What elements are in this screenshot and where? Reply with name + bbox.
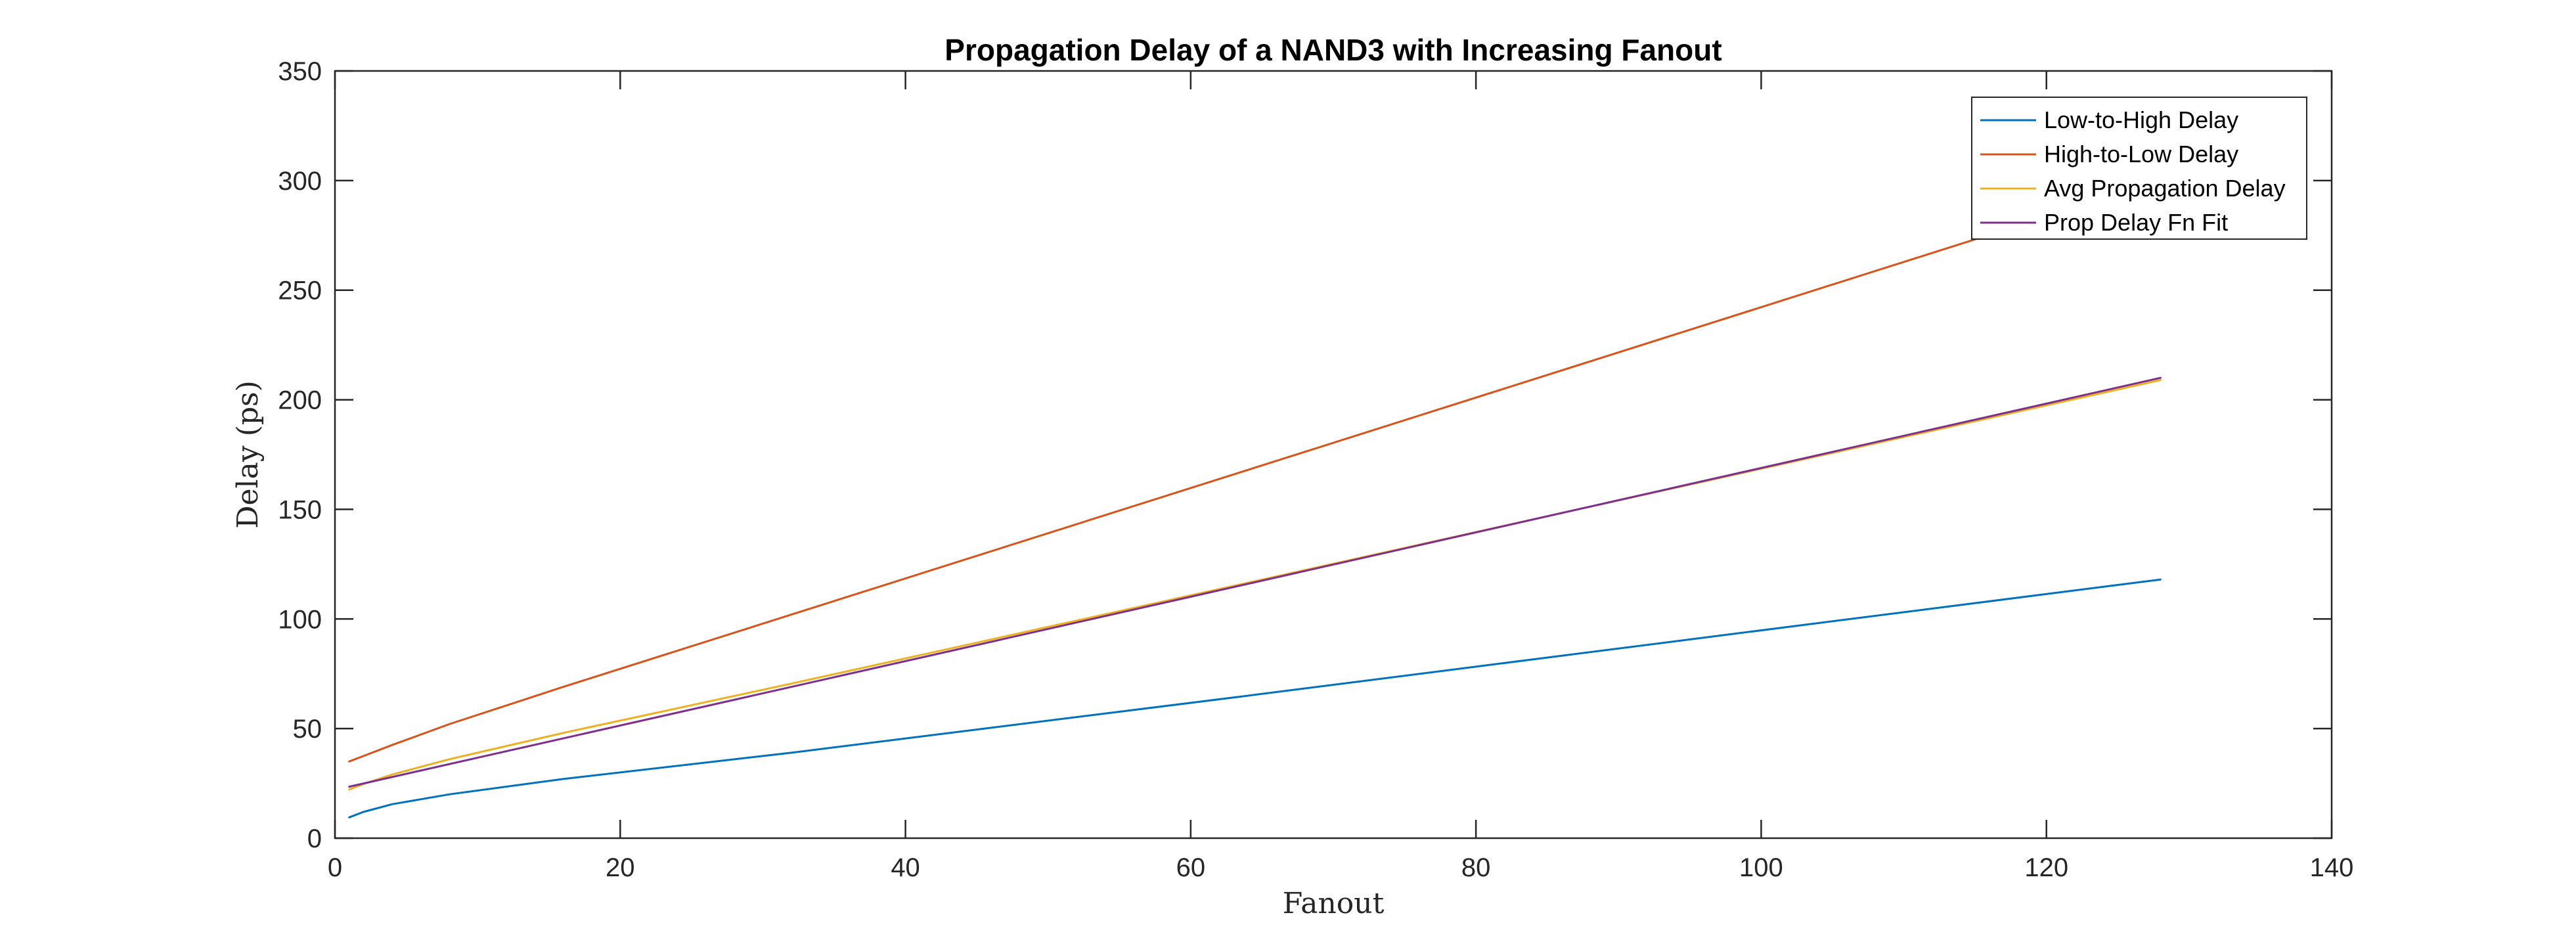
x-tick-label: 120 (2024, 853, 2068, 882)
x-tick-label: 100 (1739, 853, 1783, 882)
legend[interactable]: Low-to-High Delay High-to-Low Delay Avg Pr… (1971, 97, 2307, 240)
y-tick-label: 50 (293, 715, 322, 744)
x-tick-label: 60 (1176, 853, 1206, 882)
tick-labels-layer: 0 20 40 60 80 100 120 140 0 50 100 150 200 250 300 350 (278, 57, 2353, 882)
legend-label-2: High-to-Low Delay (2044, 141, 2238, 168)
series-line-4 (348, 376, 2162, 788)
x-axis-label: Fanout (1283, 887, 1385, 920)
legend-label-4: Prop Delay Fn Fit (2044, 209, 2228, 236)
y-tick-label: 200 (278, 386, 322, 415)
legend-items: Low-to-High Delay High-to-Low Delay Avg Pr… (1980, 106, 2286, 236)
series-layer (348, 179, 2162, 818)
legend-label-3: Avg Propagation Delay (2044, 175, 2286, 202)
legend-label-1: Low-to-High Delay (2044, 106, 2238, 133)
x-tick-label: 40 (891, 853, 920, 882)
chart-title: Propagation Delay of a NAND3 with Increa… (944, 33, 1721, 67)
x-tick-label: 0 (328, 853, 342, 882)
x-tick-label: 80 (1461, 853, 1491, 882)
y-tick-label: 350 (278, 57, 322, 86)
y-tick-label: 150 (278, 495, 322, 524)
series-line-1 (348, 578, 2162, 818)
y-tick-label: 0 (307, 824, 322, 853)
x-tick-label: 20 (606, 853, 635, 882)
y-tick-label: 100 (278, 605, 322, 634)
y-tick-label: 250 (278, 277, 322, 305)
x-tick-label: 140 (2310, 853, 2354, 882)
series-line-2 (348, 179, 2162, 763)
plot-frame (334, 70, 2333, 839)
y-tick-label: 300 (278, 167, 322, 196)
y-axis-label: Delay (ps) (231, 380, 265, 529)
